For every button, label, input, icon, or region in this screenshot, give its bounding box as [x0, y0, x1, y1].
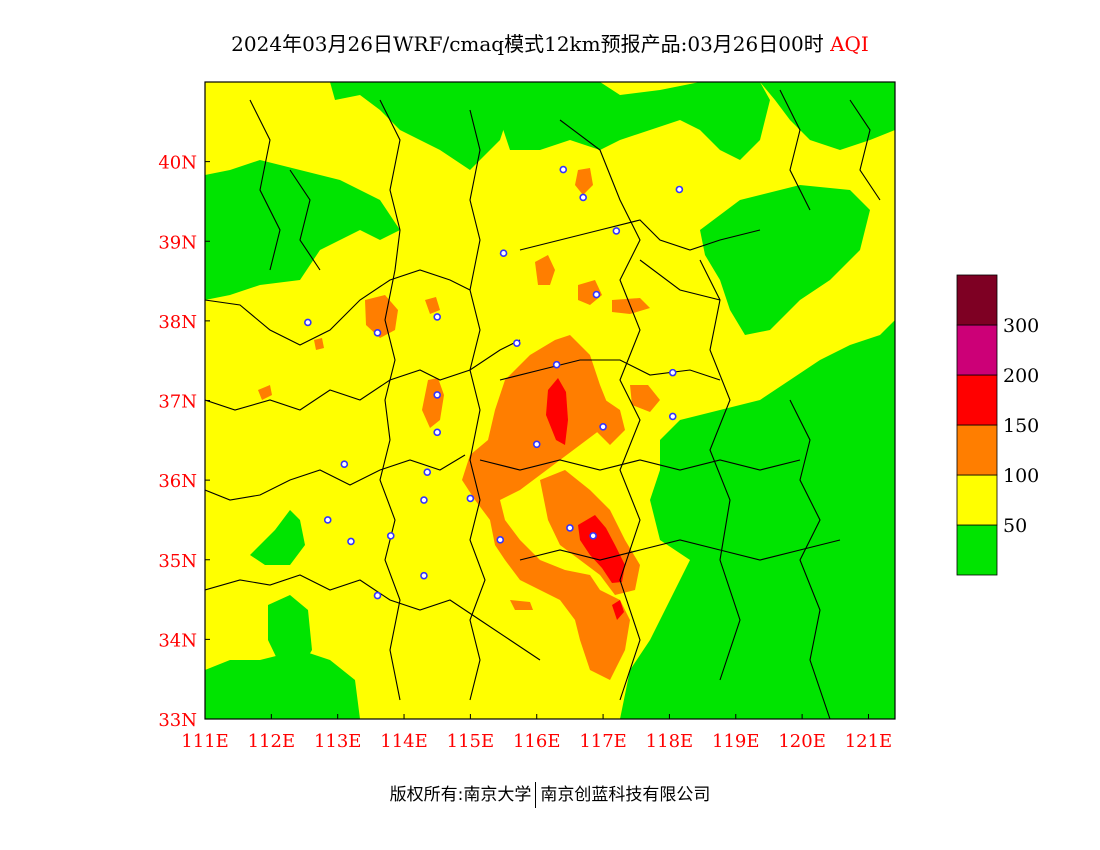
legend-label-1: 50 — [1003, 515, 1027, 537]
city-marker-10 — [552, 360, 561, 369]
city-marker-24 — [496, 536, 505, 544]
city-marker-14 — [532, 440, 541, 449]
legend-label-2: 100 — [1003, 465, 1039, 487]
city-marker-4 — [499, 249, 508, 257]
city-marker-28 — [373, 591, 382, 600]
city-marker-26 — [589, 532, 597, 540]
city-marker-6 — [304, 318, 312, 327]
copyright-owner: 版权所有:南京大学 — [389, 785, 532, 805]
city-marker-15 — [599, 422, 607, 431]
city-marker-20 — [466, 494, 475, 503]
x-tick-label-4: 115E — [447, 731, 495, 752]
aqi-zone-good-west3 — [440, 95, 480, 140]
legend-label-3: 150 — [1003, 415, 1039, 437]
y-tick-label-3: 36N — [158, 471, 197, 492]
aqi-zone-unhealthy-sensitive-east — [595, 395, 625, 445]
city-marker-21 — [323, 516, 332, 524]
city-markers — [304, 165, 684, 600]
city-marker-0 — [559, 165, 568, 174]
city-marker-9 — [513, 339, 521, 347]
city-marker-12 — [433, 391, 442, 399]
map-title: 2024年03月26日WRF/cmaq模式12km预报产品:03月26日00时 … — [0, 28, 1100, 57]
y-tick-label-5: 38N — [158, 312, 197, 333]
legend-swatch-2 — [956, 424, 998, 476]
aqi-zone-unhealthy-c — [612, 600, 624, 620]
legend-swatch-5 — [956, 274, 998, 326]
x-axis: 111E 112E 113E 114E 115E 116E 117E 118E 119E 120E… — [181, 714, 892, 752]
aqi-zone-unhealthy-north — [546, 378, 568, 445]
aqi-zone-unhealthy-sensitive-g — [510, 600, 533, 610]
copyright-divider — [535, 782, 537, 808]
x-tick-label-1: 112E — [248, 731, 296, 752]
aqi-field — [205, 82, 895, 719]
aqi-legend: 50 100 150 200 300 — [956, 274, 1039, 576]
y-axis: 33N 34N 35N 36N 37N 38N 39N 40N — [158, 153, 210, 731]
aqi-zone-good-west1 — [268, 595, 312, 670]
aqi-zone-good-west2 — [250, 510, 305, 565]
title-variable: AQI — [830, 32, 869, 56]
city-marker-23 — [386, 532, 395, 540]
aqi-zone-good-northwest — [205, 82, 520, 300]
y-tick-label-2: 35N — [158, 551, 197, 572]
x-tick-label-6: 117E — [579, 731, 627, 752]
aqi-zone-good-north — [500, 82, 770, 160]
aqi-zone-unhealthy-sensitive-e — [630, 385, 660, 412]
x-tick-label-5: 116E — [513, 731, 561, 752]
legend-swatch-3 — [956, 374, 998, 426]
y-tick-label-6: 39N — [158, 232, 197, 253]
city-marker-16 — [668, 412, 677, 421]
city-marker-27 — [420, 571, 428, 580]
aqi-zone-good-northeast — [760, 82, 895, 150]
legend-label-5: 300 — [1003, 315, 1039, 337]
y-tick-label-0: 33N — [158, 710, 197, 731]
aqi-zone-good-east — [620, 320, 895, 719]
aqi-zone-good-southwest — [205, 650, 360, 719]
aqi-zone-unhealthy-sensitive-i — [314, 338, 324, 350]
x-tick-label-0: 111E — [181, 731, 229, 752]
city-marker-13 — [433, 428, 442, 437]
aqi-zone-unhealthy-sensitive-d — [612, 298, 650, 314]
aqi-zone-unhealthy-sensitive-west — [365, 295, 398, 338]
city-marker-3 — [675, 185, 684, 194]
city-marker-2 — [612, 227, 621, 235]
y-tick-label-4: 37N — [158, 392, 197, 413]
city-marker-7 — [373, 329, 382, 337]
copyright-company: 南京创蓝科技有限公司 — [540, 785, 711, 805]
copyright: 版权所有:南京大学 南京创蓝科技有限公司 — [0, 780, 1100, 808]
title-text: 2024年03月26日WRF/cmaq模式12km预报产品:03月26日00时 — [231, 32, 824, 56]
aqi-zone-unhealthy-sensitive-h — [258, 385, 272, 400]
x-tick-label-7: 118E — [646, 731, 694, 752]
city-marker-11 — [668, 368, 677, 377]
aqi-zone-unhealthy-sensitive-f — [575, 168, 593, 195]
city-marker-17 — [340, 460, 349, 469]
y-tick-label-1: 34N — [158, 630, 197, 651]
x-tick-label-2: 113E — [314, 731, 362, 752]
city-marker-19 — [420, 496, 428, 504]
aqi-zone-unhealthy-sensitive-central — [462, 335, 630, 680]
city-marker-8 — [433, 313, 442, 321]
aqi-zone-unhealthy-sensitive-b — [535, 255, 555, 285]
legend-label-4: 200 — [1003, 365, 1039, 387]
city-marker-18 — [423, 468, 432, 476]
city-marker-1 — [579, 193, 587, 202]
aqi-zone-unhealthy-sensitive-a — [422, 378, 444, 428]
aqi-zone-unhealthy-sensitive-j — [425, 297, 440, 314]
aqi-zone-unhealthy-sensitive-c — [578, 280, 602, 305]
y-tick-label-7: 40N — [158, 153, 197, 174]
city-marker-5 — [592, 290, 601, 299]
x-tick-label-9: 120E — [778, 731, 826, 752]
x-tick-label-8: 119E — [712, 731, 760, 752]
province-boundaries — [205, 89, 881, 719]
x-tick-label-10: 121E — [845, 731, 893, 752]
legend-swatch-4 — [956, 324, 998, 376]
legend-swatch-0 — [956, 524, 998, 576]
city-marker-25 — [566, 524, 574, 532]
aqi-zone-good-bohai — [700, 185, 870, 335]
legend-swatch-1 — [956, 474, 998, 526]
city-marker-22 — [347, 537, 355, 546]
aqi-zone-unhealthy-south — [578, 515, 625, 583]
x-tick-label-3: 114E — [380, 731, 428, 752]
